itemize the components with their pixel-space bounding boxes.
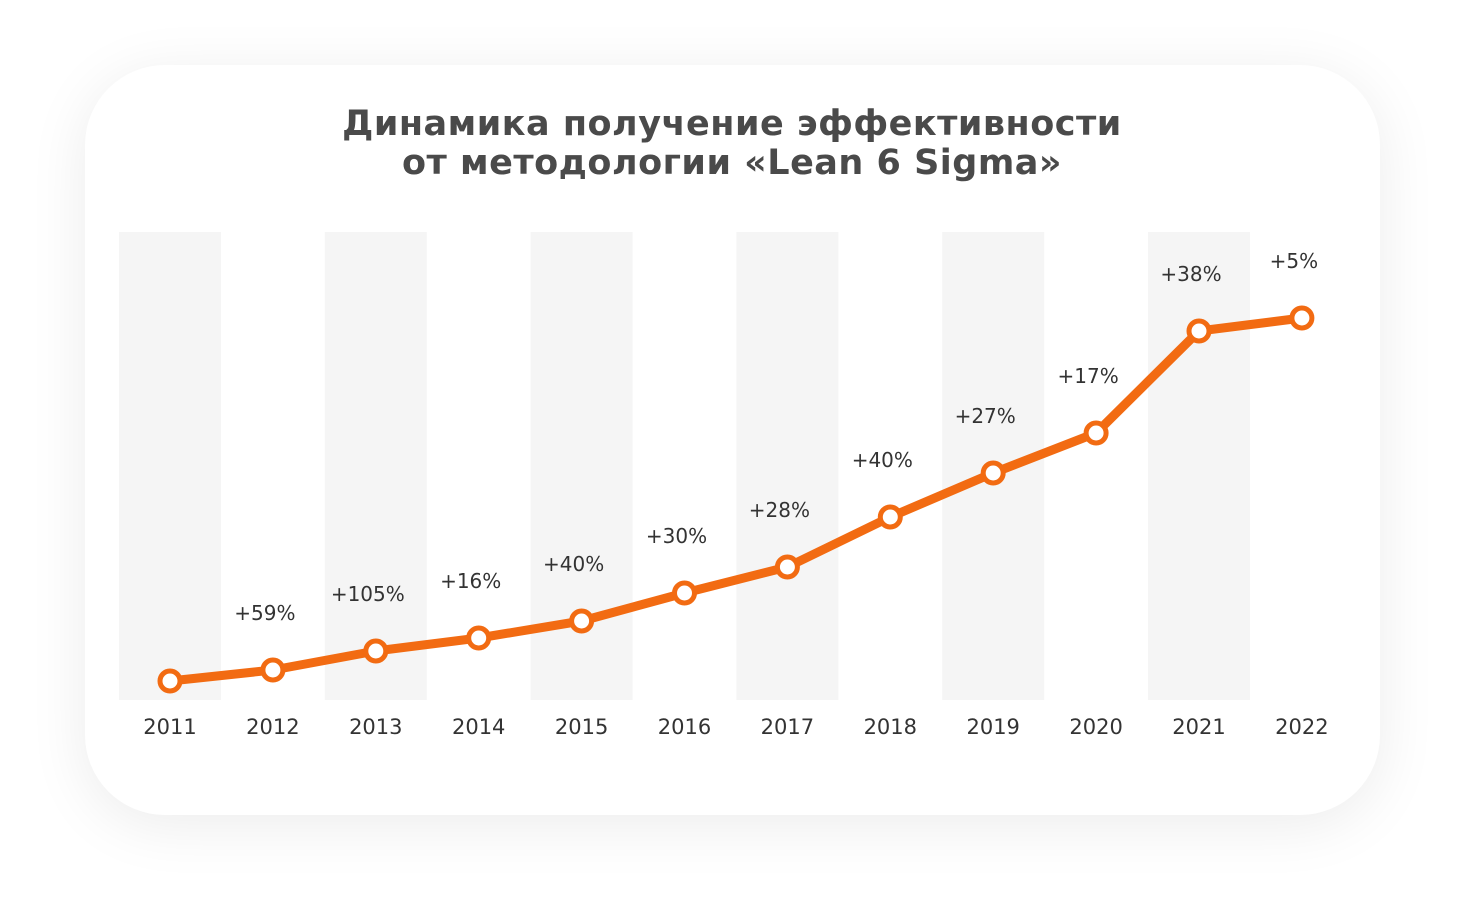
data-label: +40% (543, 552, 604, 576)
data-point (980, 460, 1006, 486)
series-line (165, 313, 1307, 686)
data-point (1186, 318, 1212, 344)
data-point (466, 625, 492, 651)
data-point (774, 554, 800, 580)
chart-title-line-1: Динамика получение эффективности (342, 104, 1122, 144)
x-tick-label: 2019 (966, 715, 1019, 739)
x-tick-label: 2017 (761, 715, 814, 739)
x-tick-label: 2016 (658, 715, 711, 739)
chart-title: Динамика получение эффективности от мето… (0, 105, 1464, 183)
column-band (736, 232, 839, 700)
data-point (1289, 305, 1315, 331)
column-band (324, 232, 427, 700)
x-tick-label: 2015 (555, 715, 608, 739)
chart-title-line-2: от методологии «Lean 6 Sigma» (401, 143, 1063, 183)
data-point (157, 668, 183, 694)
x-tick-label: 2018 (864, 715, 917, 739)
data-point (672, 580, 697, 606)
x-tick-label: 2020 (1069, 715, 1122, 739)
data-point (877, 504, 903, 530)
x-tick-label: 2021 (1172, 715, 1225, 739)
x-tick-label: 2013 (349, 715, 402, 739)
data-label: +40% (852, 448, 913, 472)
data-label: +28% (749, 498, 810, 522)
column-band (1148, 232, 1250, 700)
x-tick-label: 2022 (1275, 715, 1328, 739)
data-label: +27% (955, 404, 1016, 428)
data-label: +105% (331, 582, 405, 606)
data-label: +59% (234, 601, 295, 625)
x-tick-label: 2011 (143, 715, 196, 739)
data-label: +17% (1057, 364, 1118, 388)
data-point (1083, 420, 1109, 446)
data-point (260, 657, 286, 683)
data-point (569, 608, 595, 634)
column-band (119, 232, 221, 700)
x-tick-label: 2014 (452, 715, 505, 739)
data-label: +5% (1270, 249, 1319, 273)
x-tick-label: 2012 (246, 715, 299, 739)
data-label: +30% (646, 524, 707, 548)
data-label: +38% (1160, 262, 1221, 286)
data-point (363, 638, 389, 664)
data-label: +16% (440, 569, 501, 593)
